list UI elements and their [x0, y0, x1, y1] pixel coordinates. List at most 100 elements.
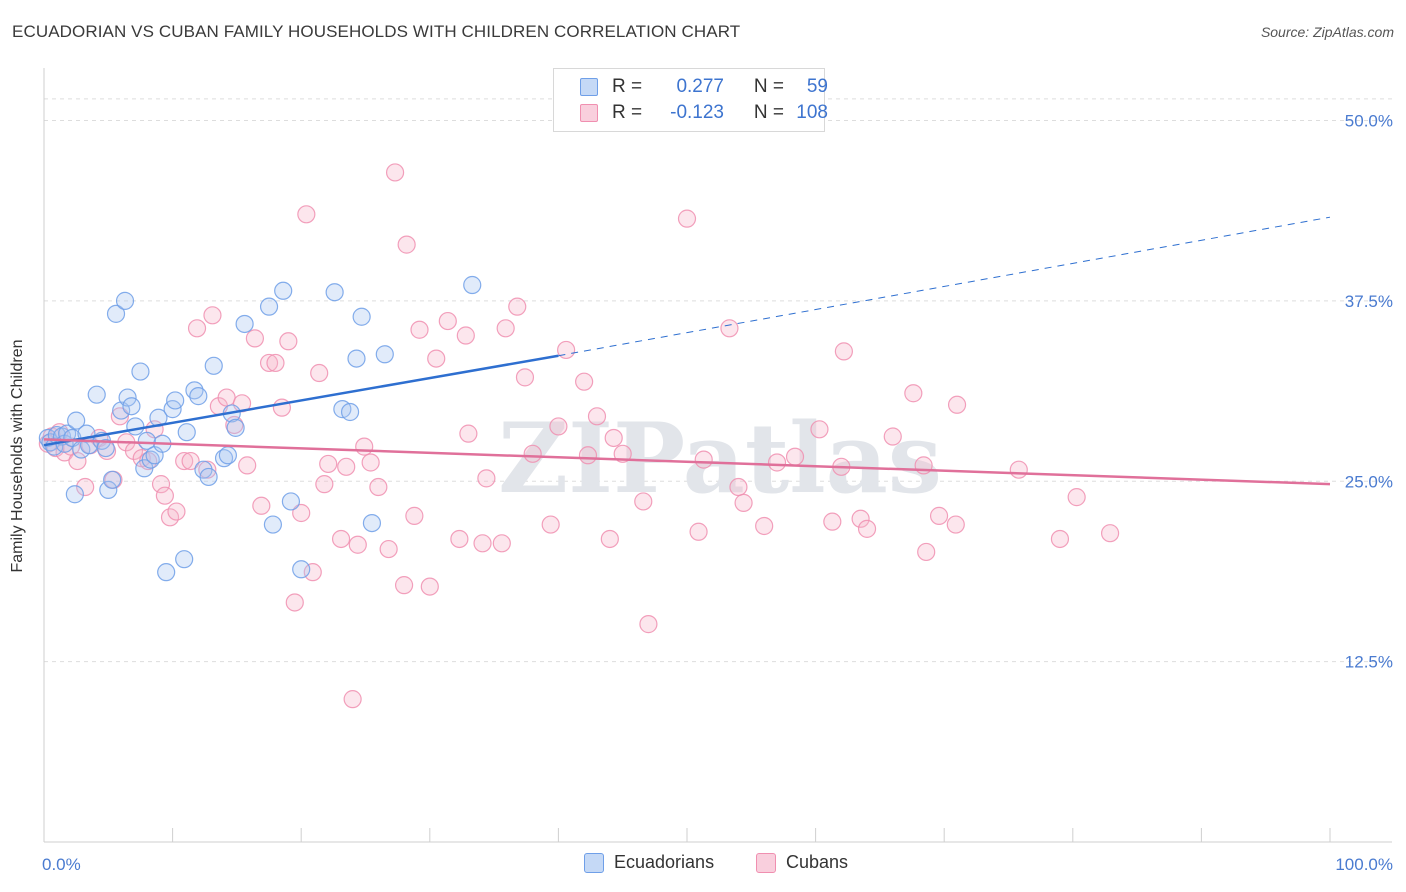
- cubans-point: [541, 515, 560, 534]
- cubans-point: [575, 372, 594, 391]
- cubans-point: [857, 519, 877, 538]
- ecuadorians-point: [352, 307, 371, 326]
- ecuadorians-point: [340, 402, 360, 422]
- y-tick-label: 50.0%: [1345, 112, 1393, 131]
- ecuadorians-point: [67, 411, 86, 430]
- gridlines: [44, 98, 1392, 663]
- y-tick-label: 12.5%: [1345, 653, 1393, 672]
- cubans-point: [151, 475, 171, 494]
- legend-n-label: N =: [753, 102, 784, 123]
- cubans-point: [238, 456, 257, 475]
- cubans-point: [203, 306, 222, 325]
- cubans-point: [361, 453, 380, 472]
- ecuadorians-point: [106, 304, 126, 323]
- cubans-point: [259, 353, 279, 373]
- cubans-point: [279, 332, 298, 351]
- cubans-point: [385, 163, 405, 182]
- series-legend: Ecuadorians Cubans: [0, 852, 1406, 878]
- y-tick-label: 37.5%: [1345, 292, 1393, 311]
- cubans-point: [167, 502, 186, 521]
- ecuadorians-point: [175, 550, 194, 569]
- cubans-point: [245, 329, 265, 348]
- cubans-point: [720, 319, 739, 338]
- cubans-point: [473, 534, 492, 553]
- ecuadorians-point: [325, 283, 344, 302]
- cubans-point: [337, 457, 356, 476]
- cubans-point: [496, 319, 515, 338]
- cubans-point: [515, 368, 535, 387]
- legend-n-value: 108: [796, 102, 828, 123]
- cubans-point: [729, 477, 748, 497]
- cubans-point: [613, 444, 632, 463]
- cubans-point: [929, 506, 949, 525]
- legend-n-label: N =: [753, 76, 784, 97]
- cubans-point: [410, 320, 429, 339]
- ecuadorians-point: [115, 291, 135, 310]
- cubans-point: [600, 529, 619, 549]
- cubans-point: [694, 450, 713, 469]
- ecuadorians-point: [87, 385, 106, 404]
- ecuadorians-point: [347, 349, 366, 368]
- ecuadorians-point: [131, 362, 150, 381]
- cubans-point: [1009, 460, 1028, 479]
- legend-row-ecuadorians: R = 0.277 N = 59: [580, 75, 828, 99]
- legend-item-cubans[interactable]: Cubans: [756, 852, 848, 873]
- cubans-point: [557, 340, 576, 360]
- ecuadorians-point: [292, 560, 311, 579]
- cubans-point: [459, 424, 478, 443]
- cubans-point: [397, 235, 416, 254]
- legend-item-ecuadorians[interactable]: Ecuadorians: [584, 852, 714, 873]
- cubans-point: [477, 469, 496, 488]
- cubans-point: [767, 453, 787, 472]
- x-tick-label: 0.0%: [42, 855, 81, 874]
- cubans-point: [639, 615, 658, 634]
- cubans-point: [198, 460, 217, 479]
- ecuadorians-point: [274, 281, 293, 300]
- ecuadorians-point: [199, 467, 218, 487]
- cubans-point: [456, 326, 475, 345]
- cubans-point: [689, 522, 708, 541]
- x-tick-labels: 0.0% 100.0%: [42, 855, 1393, 874]
- ecuadorians-legend-label: Ecuadorians: [614, 852, 715, 872]
- cubans-point: [343, 690, 362, 709]
- cubans-point: [785, 447, 805, 466]
- cubans-point: [355, 437, 374, 456]
- ecuadorians-point: [166, 391, 185, 410]
- cubans-point: [904, 384, 923, 403]
- cubans-legend-label: Cubans: [786, 852, 849, 872]
- y-tick-labels: 12.5% 25.0% 37.5% 50.0%: [1345, 112, 1393, 672]
- ecuadorians-point: [126, 417, 145, 436]
- legend-row-cubans: R = -0.123 N = 108: [580, 101, 828, 125]
- cubans-point: [492, 534, 511, 553]
- cubans-point: [427, 349, 446, 368]
- cubans-point: [252, 496, 271, 515]
- cubans-point: [438, 311, 457, 331]
- ecuadorians-point: [362, 513, 382, 533]
- trend-lines: [43, 216, 1331, 486]
- cubans-legend-swatch: [756, 852, 776, 873]
- cubans-point: [677, 209, 697, 228]
- cubans-trend-line: [43, 438, 1331, 486]
- cubans-point: [604, 428, 623, 448]
- ecuadorians-point: [96, 438, 115, 458]
- cubans-point: [810, 420, 829, 439]
- source-label: Source: ZipAtlas.com: [1260, 24, 1394, 40]
- cubans-point: [917, 542, 936, 562]
- axes: [43, 68, 1392, 843]
- ecuadorians-point: [189, 387, 208, 406]
- ecuadorians-point: [235, 314, 254, 334]
- ecuadorians-swatch: [580, 78, 598, 96]
- cubans-point: [331, 529, 351, 549]
- ecuadorians-legend-swatch: [584, 852, 604, 873]
- ecuadorians-point: [65, 485, 84, 504]
- cubans-point: [1067, 488, 1086, 507]
- cubans-point: [523, 444, 542, 463]
- cubans-point: [549, 417, 568, 436]
- cubans-point: [578, 446, 598, 465]
- ecuadorians-point: [226, 418, 245, 437]
- ecuadorians-point: [103, 470, 122, 489]
- cubans-point: [155, 486, 174, 505]
- cubans-point: [508, 297, 527, 316]
- cubans-point: [450, 529, 469, 549]
